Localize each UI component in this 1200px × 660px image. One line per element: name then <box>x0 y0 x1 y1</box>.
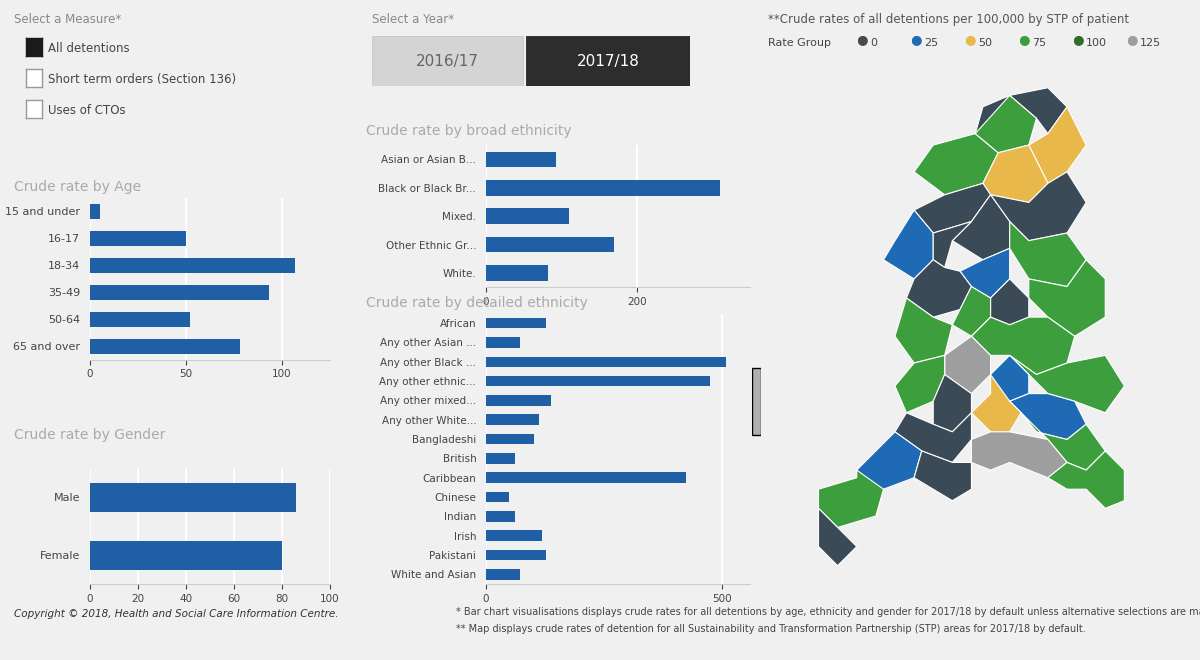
Bar <box>90 541 282 570</box>
Text: 50: 50 <box>978 38 992 48</box>
Text: Rate Group: Rate Group <box>768 38 830 48</box>
Polygon shape <box>976 96 1037 152</box>
Text: 2017/18: 2017/18 <box>576 53 640 69</box>
Bar <box>486 152 556 167</box>
Polygon shape <box>934 222 972 267</box>
Bar <box>486 337 520 348</box>
Polygon shape <box>960 248 1009 298</box>
Circle shape <box>1128 36 1138 46</box>
Text: Select a Measure*: Select a Measure* <box>14 13 121 26</box>
Bar <box>486 180 720 195</box>
Bar <box>486 265 548 280</box>
Circle shape <box>1074 36 1084 46</box>
Bar <box>486 569 520 579</box>
Polygon shape <box>976 96 1037 152</box>
Polygon shape <box>914 133 998 195</box>
Polygon shape <box>1028 260 1105 336</box>
Polygon shape <box>953 286 990 336</box>
Text: * Bar chart visualisations displays crude rates for all detentions by age, ethni: * Bar chart visualisations displays crud… <box>456 607 1200 617</box>
Bar <box>486 356 726 367</box>
Bar <box>486 550 546 560</box>
Text: Crude rate by broad ethnicity: Crude rate by broad ethnicity <box>366 124 571 139</box>
Bar <box>486 414 539 425</box>
Bar <box>90 339 240 354</box>
Circle shape <box>858 36 868 46</box>
Polygon shape <box>1009 355 1124 412</box>
Polygon shape <box>934 374 972 432</box>
Bar <box>486 473 686 483</box>
Text: 25: 25 <box>924 38 938 48</box>
Bar <box>486 531 541 541</box>
Bar <box>486 395 551 406</box>
Polygon shape <box>1028 107 1086 183</box>
Polygon shape <box>895 355 944 412</box>
FancyBboxPatch shape <box>752 368 761 436</box>
Polygon shape <box>895 298 953 363</box>
Polygon shape <box>914 451 972 501</box>
Polygon shape <box>953 195 1009 260</box>
Text: Short term orders (Section 136): Short term orders (Section 136) <box>48 73 236 86</box>
Bar <box>90 312 190 327</box>
Polygon shape <box>990 355 1028 401</box>
Polygon shape <box>883 210 934 279</box>
Bar <box>90 204 100 219</box>
Bar <box>486 237 614 252</box>
Text: Crude rate by Gender: Crude rate by Gender <box>14 428 166 442</box>
Bar <box>90 231 186 246</box>
Text: Uses of CTOs: Uses of CTOs <box>48 104 126 117</box>
Text: 2016/17: 2016/17 <box>416 53 479 69</box>
Bar <box>486 318 546 329</box>
Bar <box>90 258 295 273</box>
Text: 100: 100 <box>1086 38 1108 48</box>
Polygon shape <box>972 432 1067 478</box>
Circle shape <box>912 36 922 46</box>
Polygon shape <box>914 183 990 233</box>
Polygon shape <box>972 317 1075 374</box>
Polygon shape <box>944 336 990 393</box>
Text: **Crude rates of all detentions per 100,000 by STP of patient: **Crude rates of all detentions per 100,… <box>768 13 1129 26</box>
Polygon shape <box>1009 222 1086 286</box>
Polygon shape <box>1021 412 1105 470</box>
Bar <box>90 285 269 300</box>
Text: 125: 125 <box>1140 38 1162 48</box>
Circle shape <box>966 36 976 46</box>
Bar <box>486 492 509 502</box>
Polygon shape <box>906 260 972 317</box>
Text: ** Map displays crude rates of detention for all Sustainability and Transformati: ** Map displays crude rates of detention… <box>456 624 1086 634</box>
Text: 0: 0 <box>870 38 877 48</box>
Bar <box>486 453 515 464</box>
Bar <box>486 376 710 387</box>
Bar <box>486 511 515 522</box>
Polygon shape <box>818 508 857 566</box>
Polygon shape <box>990 172 1086 241</box>
Polygon shape <box>1048 451 1124 508</box>
Bar <box>486 434 534 444</box>
Text: 75: 75 <box>1032 38 1046 48</box>
Polygon shape <box>818 470 883 527</box>
Polygon shape <box>972 374 1021 432</box>
Bar <box>90 483 296 512</box>
Polygon shape <box>990 279 1028 325</box>
FancyBboxPatch shape <box>372 36 523 86</box>
Polygon shape <box>1009 393 1086 440</box>
Text: Crude rate by detailed ethnicity: Crude rate by detailed ethnicity <box>366 296 588 310</box>
Polygon shape <box>857 432 922 489</box>
FancyBboxPatch shape <box>527 36 690 86</box>
Text: Select a Year*: Select a Year* <box>372 13 454 26</box>
Polygon shape <box>983 145 1048 203</box>
Circle shape <box>1020 36 1030 46</box>
Text: All detentions: All detentions <box>48 42 130 55</box>
Text: Copyright © 2018, Health and Social Care Information Centre.: Copyright © 2018, Health and Social Care… <box>14 609 338 619</box>
Bar <box>486 209 569 224</box>
Polygon shape <box>1009 88 1067 133</box>
Text: Crude rate by Age: Crude rate by Age <box>14 180 142 195</box>
Polygon shape <box>895 412 972 463</box>
